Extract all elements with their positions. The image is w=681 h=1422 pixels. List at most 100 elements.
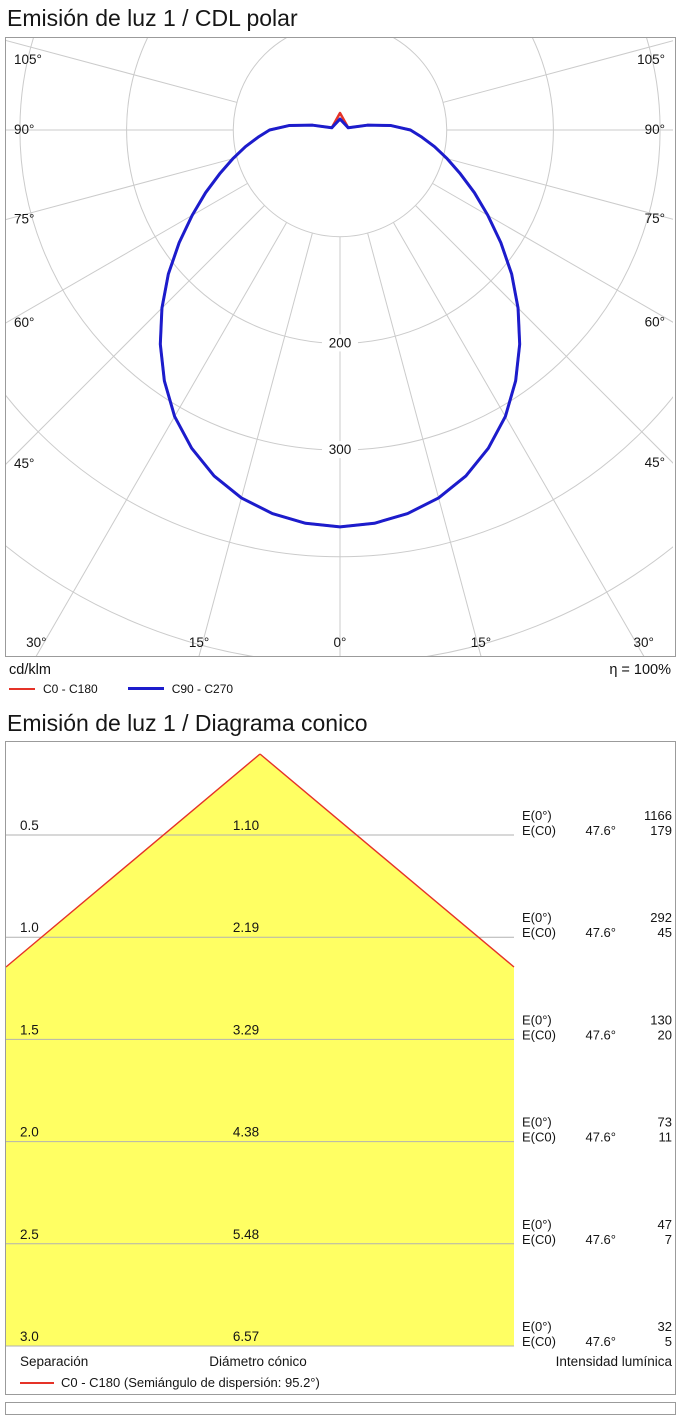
polar-chart: 200 300 0° 15° 15° 30° 30° 45° 45° 60° 60° 75° 75° 90… (6, 37, 673, 656)
ec0-label: E(C0) (522, 1028, 556, 1043)
e0-value: 1166 (644, 808, 672, 823)
cone-chart-title: Emisión de luz 1 / Diagrama conico (7, 709, 368, 736)
unit-label: cd/klm (9, 661, 51, 678)
diameter-value: 1.10 (233, 818, 259, 833)
cone-chart-box: 0.5 1.10 E(0°) 1166 E(C0) 47.6° 179 1.0 2.19 E(0°… (5, 741, 676, 1396)
eta-label: η = 100% (609, 661, 671, 678)
separation-value: 2.5 (20, 1227, 39, 1242)
cone-fill (6, 754, 514, 1347)
angle-label: 60° (14, 314, 34, 329)
legend-label-c0: C0 - C180 (43, 681, 98, 696)
polar-ray (6, 182, 248, 324)
polar-legend-row-1: cd/klm η = 100% (8, 660, 673, 678)
polar-ray (198, 232, 313, 656)
ec0-label: E(C0) (522, 1232, 556, 1247)
separation-value: 0.5 (20, 818, 39, 833)
polar-ray (367, 232, 482, 656)
ec0-label: E(C0) (522, 1334, 556, 1349)
polar-ray (415, 204, 673, 464)
polar-ray (432, 182, 673, 323)
ec0-label: E(C0) (522, 823, 556, 838)
diameter-value: 3.29 (233, 1023, 259, 1038)
e0-value: 73 (658, 1115, 672, 1130)
separation-value: 1.5 (20, 1023, 39, 1038)
e0-value: 32 (658, 1319, 672, 1334)
cone-edge-right (259, 753, 515, 968)
c90-line-swatch (127, 687, 164, 691)
legend-label-c90: C90 - C270 (171, 681, 234, 696)
polar-chart-title: Emisión de luz 1 / CDL polar (7, 5, 298, 31)
e0-value: 130 (650, 1013, 672, 1028)
angle-label: 30° (633, 635, 653, 650)
polar-chart-box: 200 300 0° 15° 15° 30° 30° 45° 45° 60° 60° 75° 75° 90… (5, 36, 676, 657)
polar-legend: cd/klm η = 100% C0 - C180 C90 - C270 (8, 660, 673, 696)
e0-label: E(0°) (522, 1115, 552, 1130)
ec0-value: 11 (659, 1130, 673, 1145)
e0-label: E(0°) (522, 808, 552, 823)
polar-ray (443, 39, 673, 103)
e0-value: 292 (650, 910, 672, 925)
angle-label: 60° (645, 314, 665, 329)
ring-label: 200 (329, 335, 352, 350)
cone-chart: 0.5 1.10 E(0°) 1166 E(C0) 47.6° 179 1.0 2.19 E(0°… (6, 753, 673, 1390)
ec0-value: 7 (665, 1232, 672, 1247)
e0-label: E(0°) (522, 1217, 552, 1232)
ring-label-bg (322, 440, 358, 458)
separation-value: 2.0 (20, 1125, 39, 1140)
polar-ray (35, 222, 287, 656)
polar-curve-C90-C270 (158, 117, 522, 529)
legend-item-c90: C90 - C270 (127, 681, 234, 696)
footer-diameter: Diámetro cónico (209, 1354, 307, 1369)
angle-label: 105° (14, 52, 42, 67)
ec0-angle: 47.6° (585, 925, 616, 940)
polar-ray (6, 204, 265, 465)
ec0-angle: 47.6° (585, 1130, 616, 1145)
diameter-value: 2.19 (233, 920, 259, 935)
ec0-angle: 47.6° (585, 1232, 616, 1247)
ec0-label: E(C0) (522, 925, 556, 940)
ec0-value: 5 (665, 1334, 672, 1349)
diameter-value: 6.57 (233, 1329, 259, 1344)
ec0-value: 20 (658, 1028, 672, 1043)
cone-edge-left (6, 753, 261, 968)
ec0-value: 179 (650, 823, 672, 838)
angle-label: 105° (637, 52, 665, 67)
polar-legend-row-2: C0 - C180 C90 - C270 (8, 682, 673, 696)
ec0-value: 45 (658, 925, 672, 940)
e0-value: 47 (658, 1217, 672, 1232)
ec0-label: E(C0) (522, 1130, 556, 1145)
angle-label: 15° (471, 635, 491, 650)
angle-label: 30° (26, 635, 46, 650)
polar-ray (6, 156, 237, 220)
angle-label: 45° (645, 455, 665, 470)
ec0-angle: 47.6° (585, 1334, 616, 1349)
c0-line-swatch (9, 687, 35, 690)
footer-separation: Separación (20, 1354, 88, 1369)
polar-ring (232, 37, 448, 237)
ec0-angle: 47.6° (585, 1028, 616, 1043)
angle-label: 90° (645, 122, 665, 137)
polar-ray (443, 156, 673, 220)
polar-ray (6, 39, 237, 103)
angle-label: 90° (14, 122, 34, 137)
angle-label: 0° (334, 635, 347, 650)
separation-value: 1.0 (20, 920, 39, 935)
footer-intensity: Intensidad lumínica (556, 1354, 673, 1369)
angle-label: 75° (14, 211, 34, 226)
e0-label: E(0°) (522, 1319, 552, 1334)
bottom-empty-strip (5, 1402, 676, 1416)
polar-ray (393, 222, 645, 656)
angle-label: 45° (14, 456, 34, 471)
ec0-angle: 47.6° (585, 823, 616, 838)
separation-value: 3.0 (20, 1329, 39, 1344)
e0-label: E(0°) (522, 1013, 552, 1028)
ring-label-bg (322, 333, 358, 351)
angle-label: 15° (189, 635, 209, 650)
ring-label: 300 (329, 442, 352, 457)
e0-label: E(0°) (522, 910, 552, 925)
legend-item-c0: C0 - C180 (9, 682, 98, 696)
angle-label: 75° (645, 211, 665, 226)
diameter-value: 5.48 (233, 1227, 259, 1242)
diameter-value: 4.38 (233, 1125, 259, 1140)
